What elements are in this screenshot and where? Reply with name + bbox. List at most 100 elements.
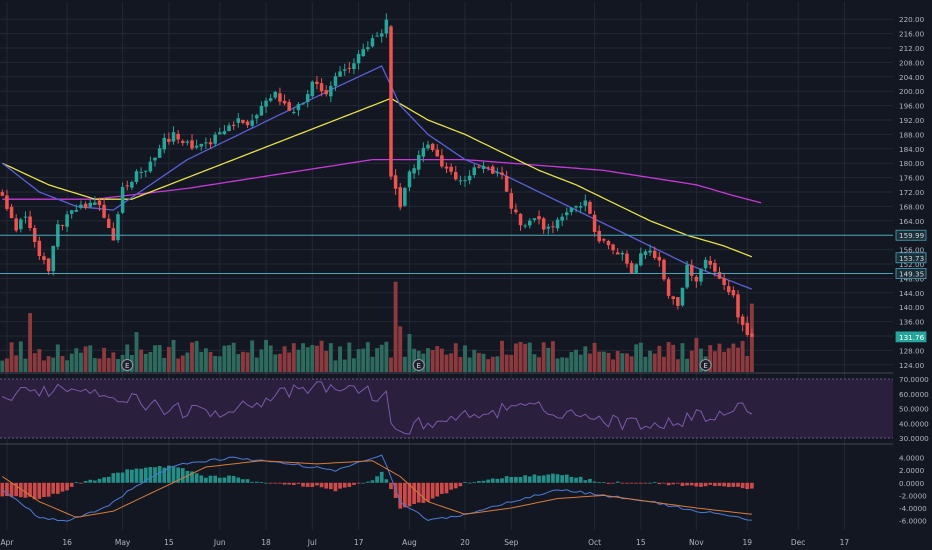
- candle-body[interactable]: [597, 230, 601, 242]
- candle-body[interactable]: [5, 195, 9, 210]
- candle-body[interactable]: [671, 296, 675, 300]
- candle-body[interactable]: [606, 240, 611, 246]
- candle-body[interactable]: [629, 263, 634, 274]
- candle-body[interactable]: [430, 143, 435, 150]
- candle-body[interactable]: [292, 112, 296, 114]
- candle-body[interactable]: [125, 185, 129, 187]
- candle-body[interactable]: [458, 180, 463, 182]
- candle-body[interactable]: [592, 214, 597, 233]
- candle-body[interactable]: [565, 212, 569, 216]
- candle-body[interactable]: [28, 216, 32, 229]
- candle-body[interactable]: [440, 155, 444, 167]
- candle-body[interactable]: [500, 172, 504, 175]
- candle-body[interactable]: [250, 120, 254, 126]
- time-axis[interactable]: Apr 16 May 15 Jun 18 Jul 17 Aug 20 Sep Oct 15 Nov 19 De…: [0, 538, 849, 547]
- candle-body[interactable]: [194, 145, 199, 148]
- candle-body[interactable]: [537, 216, 541, 220]
- candle-body[interactable]: [130, 182, 134, 188]
- candle-body[interactable]: [574, 206, 578, 208]
- candle-body[interactable]: [652, 250, 657, 258]
- candle-body[interactable]: [14, 218, 18, 231]
- candle-body[interactable]: [583, 200, 588, 206]
- candle-body[interactable]: [560, 216, 564, 221]
- candle-body[interactable]: [750, 333, 754, 337]
- candle-body[interactable]: [384, 19, 389, 34]
- candle-body[interactable]: [532, 218, 537, 220]
- candle-body[interactable]: [42, 256, 46, 260]
- candle-body[interactable]: [546, 226, 551, 229]
- candlesticks[interactable]: [0, 13, 754, 338]
- candle-body[interactable]: [389, 26, 393, 177]
- candle-body[interactable]: [106, 218, 111, 229]
- candle-body[interactable]: [620, 253, 625, 255]
- candle-body[interactable]: [278, 93, 282, 102]
- candle-body[interactable]: [449, 166, 453, 172]
- candle-body[interactable]: [208, 142, 213, 145]
- candle-body[interactable]: [463, 180, 467, 182]
- candle-body[interactable]: [472, 167, 477, 176]
- candle-body[interactable]: [333, 76, 338, 86]
- candle-body[interactable]: [245, 121, 250, 126]
- candle-body[interactable]: [347, 67, 352, 69]
- candle-body[interactable]: [643, 251, 648, 256]
- candle-body[interactable]: [190, 140, 194, 149]
- candle-body[interactable]: [227, 125, 231, 132]
- candle-body[interactable]: [236, 118, 241, 123]
- horizontal-levels[interactable]: [0, 234, 893, 275]
- candle-body[interactable]: [268, 98, 273, 101]
- candle-body[interactable]: [736, 294, 740, 318]
- earnings-marker[interactable]: [412, 359, 425, 371]
- candle-body[interactable]: [703, 259, 708, 269]
- candle-body[interactable]: [504, 175, 509, 192]
- candle-body[interactable]: [120, 187, 125, 213]
- candle-body[interactable]: [162, 137, 167, 150]
- candle-body[interactable]: [676, 297, 680, 306]
- candle-body[interactable]: [625, 253, 629, 264]
- candle-body[interactable]: [93, 202, 97, 205]
- candle-body[interactable]: [111, 228, 116, 241]
- candle-body[interactable]: [74, 209, 79, 212]
- candle-body[interactable]: [148, 161, 153, 172]
- candle-body[interactable]: [134, 171, 139, 182]
- candle-body[interactable]: [528, 220, 532, 226]
- earnings-marker[interactable]: [121, 359, 134, 371]
- candle-body[interactable]: [296, 104, 301, 111]
- candle-body[interactable]: [287, 102, 291, 111]
- candle-body[interactable]: [634, 264, 638, 273]
- candle-body[interactable]: [745, 322, 750, 335]
- earnings-marker[interactable]: [699, 359, 712, 371]
- candle-body[interactable]: [213, 134, 217, 144]
- candle-body[interactable]: [361, 49, 365, 57]
- candle-body[interactable]: [518, 213, 523, 226]
- candle-body[interactable]: [167, 138, 171, 142]
- candle-body[interactable]: [102, 204, 106, 218]
- candle-body[interactable]: [231, 124, 236, 126]
- candle-body[interactable]: [46, 258, 51, 272]
- candle-body[interactable]: [352, 63, 356, 70]
- rsi-pane[interactable]: 70.0000 60.0000 50.0000 40.0000 30.0000: [0, 375, 929, 443]
- candle-body[interactable]: [329, 85, 333, 97]
- candle-body[interactable]: [88, 202, 92, 207]
- candle-body[interactable]: [171, 132, 176, 142]
- candle-body[interactable]: [551, 226, 555, 228]
- candle-body[interactable]: [176, 133, 180, 140]
- candle-body[interactable]: [255, 115, 259, 119]
- candle-body[interactable]: [19, 219, 23, 230]
- candle-body[interactable]: [143, 170, 148, 172]
- candle-body[interactable]: [157, 148, 162, 158]
- candle-body[interactable]: [51, 245, 55, 272]
- candle-body[interactable]: [375, 35, 379, 37]
- candle-body[interactable]: [444, 166, 449, 169]
- candle-body[interactable]: [241, 119, 245, 123]
- candle-body[interactable]: [588, 201, 592, 214]
- candle-body[interactable]: [60, 224, 65, 226]
- candle-body[interactable]: [199, 143, 204, 147]
- candle-body[interactable]: [116, 214, 120, 241]
- candle-body[interactable]: [467, 175, 472, 181]
- candle-body[interactable]: [689, 264, 694, 276]
- candle-body[interactable]: [69, 210, 74, 214]
- candle-body[interactable]: [0, 192, 5, 196]
- candle-body[interactable]: [685, 264, 689, 288]
- candle-body[interactable]: [222, 131, 227, 135]
- candle-body[interactable]: [204, 142, 208, 144]
